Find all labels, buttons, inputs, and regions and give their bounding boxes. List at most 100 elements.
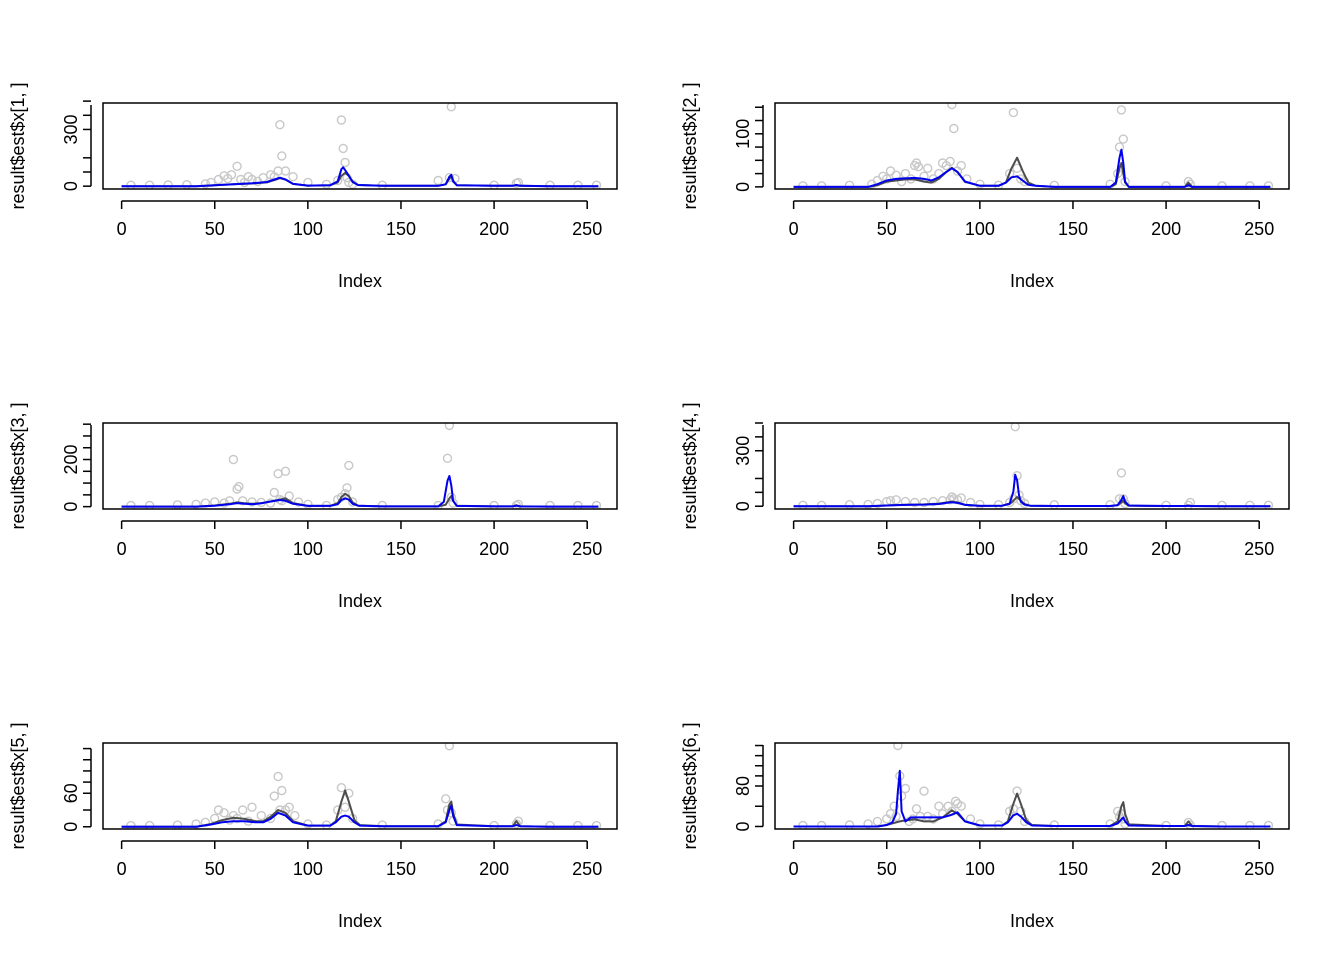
data-point	[347, 497, 358, 507]
y-tick-label: 300	[733, 436, 753, 466]
data-point	[1161, 181, 1171, 189]
data-point	[444, 423, 455, 431]
y-axis-title: result$est$x[5, ]	[8, 722, 28, 849]
y-tick-label: 0	[733, 182, 753, 192]
plot-box	[774, 102, 1290, 190]
x-tick-label: 200	[1151, 539, 1181, 559]
x-tick-label: 0	[117, 859, 127, 879]
data-point	[433, 175, 443, 186]
data-point	[237, 496, 248, 506]
data-point	[863, 819, 873, 829]
data-point	[1118, 134, 1129, 144]
data-point	[591, 500, 602, 509]
data-point	[1010, 423, 1020, 432]
data-point	[273, 771, 283, 782]
x-tick-label: 250	[572, 219, 602, 239]
x-tick-label: 50	[877, 859, 897, 879]
data-point	[965, 497, 976, 508]
data-point	[919, 171, 929, 182]
y-tick-label: 0	[733, 501, 753, 511]
data-point	[444, 172, 455, 183]
data-point	[219, 808, 229, 818]
data-point	[949, 123, 959, 134]
chart-panel: 0 50 100 150 200 250 0 300 Index result$est$x[4, …	[680, 402, 1290, 611]
data-point	[911, 804, 922, 814]
data-point	[336, 115, 347, 125]
panel-grid: 0 50 100 150 200 250 0 300 Index result$est$x[1, …	[8, 82, 1290, 931]
x-tick-label: 200	[479, 219, 509, 239]
data-point	[256, 810, 266, 821]
data-point	[336, 783, 347, 793]
estimate-line	[793, 473, 1271, 508]
plot-box	[774, 742, 1290, 830]
data-point	[956, 801, 966, 811]
data-point	[237, 805, 248, 815]
data-point	[277, 151, 287, 161]
x-tick-label: 150	[386, 539, 416, 559]
data-point	[573, 180, 583, 189]
y-tick-label: 60	[61, 783, 81, 803]
data-point	[844, 820, 855, 829]
data-point	[1217, 181, 1227, 189]
data-point	[1263, 181, 1274, 189]
y-tick-label: 0	[61, 502, 81, 512]
data-point	[844, 180, 855, 189]
data-point	[269, 791, 279, 801]
data-point	[1019, 498, 1030, 509]
x-tick-label: 100	[965, 859, 995, 879]
data-point	[234, 481, 244, 492]
data-point	[144, 820, 155, 829]
chart-panel: 0 50 100 150 200 250 0 100 Index result$est$x[2, …	[680, 82, 1290, 291]
data-point	[573, 820, 583, 829]
chart-panel: 0 50 100 150 200 250 0 60 Index result$est$x[5, ]	[8, 722, 618, 931]
x-tick-label: 50	[877, 539, 897, 559]
data-point	[191, 819, 201, 829]
x-tick-label: 0	[117, 219, 127, 239]
data-point	[1245, 820, 1255, 829]
plot-box	[774, 422, 1290, 510]
x-tick-label: 100	[293, 539, 323, 559]
data-point	[816, 181, 827, 189]
x-axis-title: Index	[1010, 591, 1054, 611]
data-point	[247, 497, 257, 507]
data-point	[228, 454, 239, 465]
x-tick-label: 250	[1244, 859, 1274, 879]
data-point	[441, 794, 451, 804]
x-tick-label: 150	[386, 219, 416, 239]
y-tick-label: 80	[733, 776, 753, 796]
data-point	[163, 180, 173, 189]
plot-box	[102, 742, 618, 830]
data-point	[893, 743, 903, 751]
x-tick-label: 50	[205, 219, 225, 239]
x-axis-title: Index	[338, 591, 382, 611]
data-point	[913, 161, 924, 172]
data-point	[247, 802, 257, 812]
data-point	[934, 801, 944, 811]
x-tick-label: 200	[1151, 219, 1181, 239]
data-point	[340, 802, 350, 812]
x-axis-title: Index	[338, 271, 382, 291]
data-point	[798, 181, 808, 189]
estimate-line	[121, 166, 599, 188]
data-point	[1118, 494, 1129, 504]
x-tick-label: 100	[965, 539, 995, 559]
data-point	[340, 157, 350, 168]
estimate-line	[793, 769, 1271, 828]
data-point	[226, 170, 237, 180]
x-tick-label: 50	[205, 539, 225, 559]
plot-box	[102, 102, 618, 190]
x-tick-label: 100	[293, 219, 323, 239]
data-point	[919, 497, 929, 508]
data-point	[338, 143, 348, 154]
x-tick-label: 200	[479, 539, 509, 559]
x-tick-label: 250	[572, 859, 602, 879]
data-point	[342, 483, 352, 493]
data-point	[126, 820, 136, 829]
y-tick-label: 100	[733, 119, 753, 149]
y-axis-title: result$est$x[3, ]	[8, 402, 28, 529]
y-axis-title: result$est$x[2, ]	[680, 82, 700, 209]
data-point	[293, 497, 304, 507]
x-tick-label: 100	[965, 219, 995, 239]
y-tick-label: 200	[61, 444, 81, 474]
